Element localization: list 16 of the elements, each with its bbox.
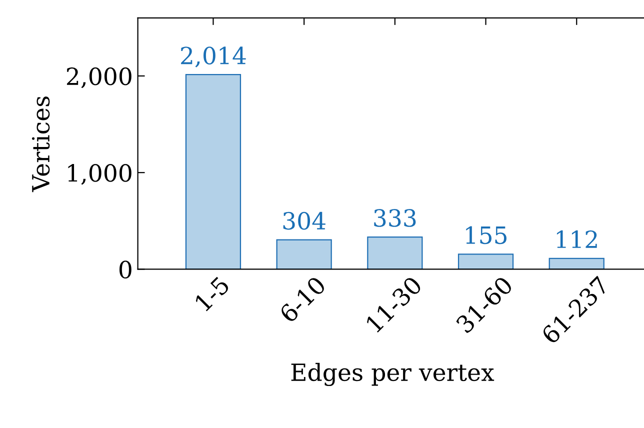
y-tick-label: 1,000 xyxy=(68,164,132,185)
y-tick-label: 2,000 xyxy=(66,67,132,88)
data-label: 155 xyxy=(466,226,506,244)
y-axis-title: Vertices xyxy=(32,96,50,192)
bar xyxy=(458,254,514,270)
bar xyxy=(276,239,332,270)
bar xyxy=(185,74,242,270)
data-label: 304 xyxy=(283,212,326,230)
x-axis-title: Edges per vertex xyxy=(291,362,494,386)
bar xyxy=(548,258,604,270)
data-label: 333 xyxy=(374,209,416,227)
y-tick-label: 0 xyxy=(119,260,132,279)
x-tick-label: 1-5 xyxy=(194,276,230,312)
data-label: 2,014 xyxy=(181,46,246,68)
data-label: 112 xyxy=(556,230,597,248)
bar xyxy=(367,236,423,270)
